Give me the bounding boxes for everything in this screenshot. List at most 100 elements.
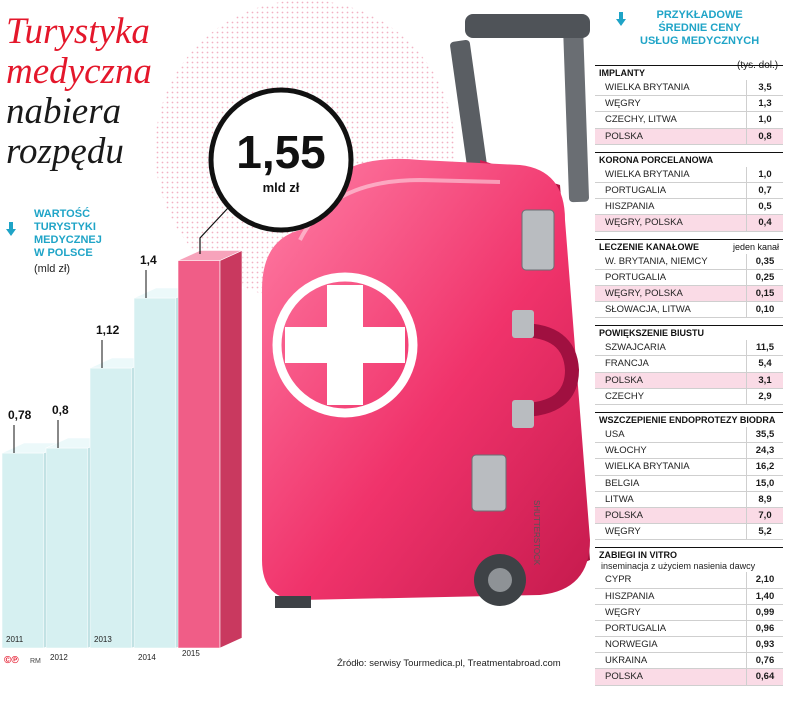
- country-name: PORTUGALIA: [605, 622, 667, 634]
- price-section-title: WSZCZEPIENIE ENDOPROTEZY BIODRA: [595, 412, 783, 427]
- year-label-2014: 2014: [138, 653, 156, 662]
- bar-2011: [1, 452, 45, 649]
- headline-line-4: rozpędu: [6, 131, 124, 172]
- table-row: HISZPANIA 1,40: [595, 588, 783, 605]
- price-section: LECZENIE KANAŁOWE jeden kanał W. BRYTANIA,…: [595, 238, 783, 319]
- country-name: WIELKA BRYTANIA: [605, 168, 690, 180]
- price-value: 3,1: [746, 372, 783, 388]
- price-panel-title-line-2: ŚREDNIE CENY: [658, 22, 741, 34]
- price-value: 5,2: [746, 524, 783, 540]
- country-name: WĘGRY: [605, 526, 641, 538]
- country-name: PORTUGALIA: [605, 184, 667, 196]
- price-section: IMPLANTY WIELKA BRYTANIA 3,5 WĘGRY 1,3 CZECHY…: [595, 65, 783, 145]
- price-value: 0,64: [746, 669, 783, 685]
- country-name: NORWEGIA: [605, 639, 658, 651]
- table-row: WĘGRY, POLSKA 0,4: [595, 215, 783, 232]
- section-title-text: IMPLANTY: [599, 68, 645, 78]
- medical-cross-icon: [272, 272, 418, 418]
- price-value: 16,2: [746, 459, 783, 475]
- price-section: POWIĘKSZENIE BIUSTU SZWAJCARIA 11,5 FRANCJA…: [595, 325, 783, 405]
- price-panel-title-line-3: USŁUG MEDYCZNYCH: [640, 35, 760, 47]
- price-value: 0,7: [746, 182, 783, 199]
- price-value: 2,9: [746, 388, 783, 404]
- bar-2013: [89, 367, 133, 649]
- price-section-title: ZABIEGI IN VITRO: [595, 547, 783, 562]
- country-name: CYPR: [605, 574, 632, 586]
- table-row: SŁOWACJA, LITWA 0,10: [595, 302, 783, 319]
- country-name: PORTUGALIA: [605, 271, 667, 283]
- table-row: WŁOCHY 24,3: [595, 443, 783, 460]
- source-note: Źródło: serwisy Tourmedica.pl, Treatment…: [337, 658, 561, 669]
- table-row: NORWEGIA 0,93: [595, 637, 783, 654]
- table-row: W. BRYTANIA, NIEMCY 0,35: [595, 253, 783, 270]
- table-row: WIELKA BRYTANIA 1,0: [595, 166, 783, 183]
- bubble-pointer: [199, 207, 229, 254]
- country-name: WIELKA BRYTANIA: [605, 82, 690, 93]
- price-value: 1,0: [746, 112, 783, 128]
- country-name: POLSKA: [605, 671, 644, 683]
- price-value: 0,96: [746, 620, 783, 637]
- table-row: WĘGRY 0,99: [595, 604, 783, 621]
- value-label-2011: 0,78: [8, 408, 32, 422]
- section-title-text: POWIĘKSZENIE BIUSTU: [599, 328, 705, 339]
- table-row: WIELKA BRYTANIA 3,5: [595, 80, 783, 97]
- price-panel-title-line-1: PRZYKŁADOWE: [656, 9, 743, 21]
- publisher-logo: ©℗: [4, 655, 19, 666]
- price-value: 0,8: [746, 128, 783, 144]
- chart-label-line-3: MEDYCZNEJ: [34, 234, 102, 246]
- price-value: 35,5: [746, 427, 783, 443]
- price-value: 0,93: [746, 637, 783, 653]
- price-value: 24,3: [746, 443, 783, 459]
- section-title-text: ZABIEGI IN VITRO: [599, 550, 678, 561]
- table-row: POLSKA 7,0: [595, 507, 783, 525]
- bubble-unit: mld zł: [263, 180, 300, 195]
- section-note: jeden kanał: [732, 241, 779, 252]
- bubble-value: 1,55: [236, 126, 326, 178]
- section-title-text: LECZENIE KANAŁOWE: [599, 241, 699, 252]
- price-section: ZABIEGI IN VITRO inseminacja z użyciem na…: [595, 547, 783, 686]
- year-label-2015: 2015: [182, 649, 200, 658]
- country-name: WŁOCHY: [605, 445, 647, 457]
- price-value: 1,40: [746, 588, 783, 604]
- suitcase-illustration: [262, 14, 590, 608]
- table-row: PORTUGALIA 0,96: [595, 620, 783, 638]
- value-label-2014: 1,4: [140, 253, 157, 267]
- price-value: 5,4: [746, 356, 783, 372]
- value-label-2013: 1,12: [96, 323, 120, 337]
- price-value: 0,99: [746, 604, 783, 620]
- author-credit: RM: [30, 658, 41, 665]
- price-section-title: IMPLANTY: [595, 65, 783, 80]
- table-row: BELGIA 15,0: [595, 475, 783, 492]
- country-name: WĘGRY: [605, 606, 641, 618]
- price-value: 2,10: [746, 572, 783, 588]
- headline-line-2: medyczna: [6, 51, 152, 92]
- price-value: 1,0: [746, 166, 783, 182]
- table-row: HISZPANIA 0,5: [595, 199, 783, 216]
- table-row: USA 35,5: [595, 427, 783, 444]
- price-value: 7,0: [746, 507, 783, 524]
- value-bubble: [208, 87, 354, 233]
- year-label-2012: 2012: [50, 653, 68, 662]
- table-row: SZWAJCARIA 11,5: [595, 340, 783, 357]
- country-name: POLSKA: [605, 130, 644, 142]
- country-name: HISZPANIA: [605, 201, 655, 213]
- table-row: FRANCJA 5,4: [595, 356, 783, 373]
- price-section-title: POWIĘKSZENIE BIUSTU: [595, 325, 783, 340]
- year-label-2013: 2013: [94, 635, 112, 644]
- table-row: WĘGRY 5,2: [595, 524, 783, 541]
- price-value: 0,76: [746, 653, 783, 669]
- country-name: WĘGRY: [605, 98, 641, 110]
- country-name: CZECHY: [605, 390, 645, 402]
- country-name: WĘGRY, POLSKA: [605, 287, 683, 299]
- price-value: 15,0: [746, 475, 783, 491]
- chart-label-line-1: WARTOŚĆ: [34, 208, 91, 220]
- price-value: 0,25: [746, 269, 783, 285]
- table-row: POLSKA 3,1: [595, 372, 783, 389]
- table-row: PORTUGALIA 0,7: [595, 182, 783, 200]
- table-row: CZECHY 2,9: [595, 388, 783, 405]
- chart-label-line-4: W POLSCE: [34, 247, 93, 259]
- headline: Turystyka medyczna nabiera rozpędu: [6, 12, 206, 172]
- price-value: 0,5: [746, 199, 783, 215]
